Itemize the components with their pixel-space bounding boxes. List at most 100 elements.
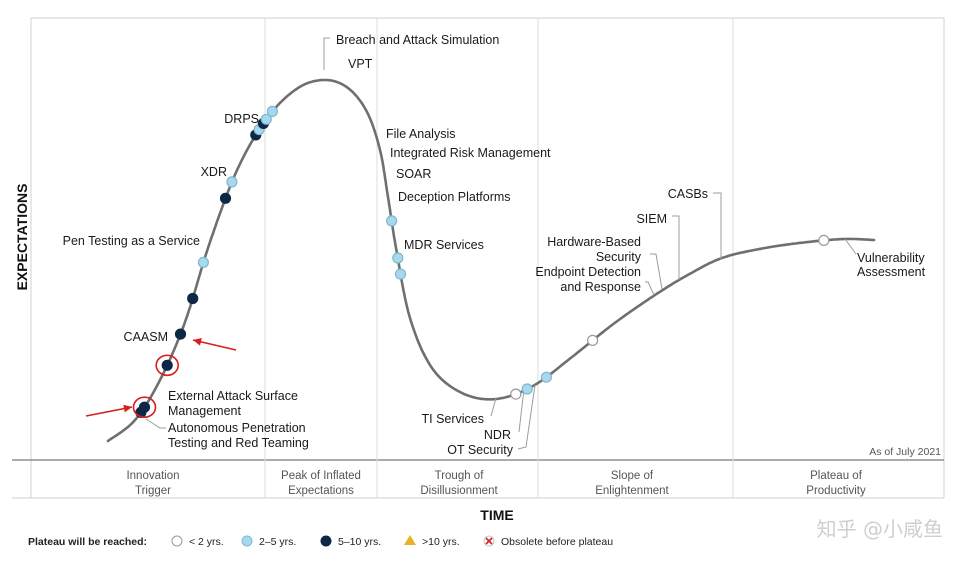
point-hardware-based-security: [521, 383, 533, 395]
legend-marker-lt2: [171, 535, 183, 547]
point-external-attack-surface-management: [138, 401, 151, 413]
point-drps: [197, 256, 209, 268]
phase-label-line: Enlightenment: [595, 485, 669, 497]
label-line: Hardware-Based: [547, 235, 641, 249]
legend-marker-5to10: [320, 535, 332, 547]
label-hardware-based-security: Hardware-Based Security: [547, 235, 642, 264]
label-line: XDR: [201, 165, 227, 179]
label-ndr: NDR: [484, 428, 511, 442]
phase-label-line: Plateau of: [810, 470, 863, 482]
label-autonomous-penetration-testing-and-red-teaming: Autonomous Penetration Testing and Red Te…: [168, 421, 309, 450]
x-axis-title: TIME: [480, 507, 513, 523]
label-ti-services: TI Services: [421, 412, 484, 426]
point-xdr: [187, 292, 199, 305]
label-vulnerability-assessment: Vulnerability Assessment: [857, 251, 926, 279]
phase-label-line: Disillusionment: [420, 485, 498, 497]
leader-siem: [672, 215, 680, 280]
hype-curve-path: [106, 78, 876, 443]
label-mdr-services: MDR Services: [404, 238, 484, 252]
phase-label: Peak of Inflated Expectations: [281, 470, 361, 497]
leader-ndr: [518, 388, 525, 433]
phase-label: Plateau of Productivity: [806, 470, 866, 497]
label-line: CASBs: [668, 187, 708, 201]
hype-curve: [106, 78, 876, 443]
label-line: Assessment: [857, 265, 926, 279]
label-line: File Analysis: [386, 127, 455, 141]
point-endpoint-detection-and-response: [510, 388, 522, 400]
point-siem: [540, 371, 553, 383]
label-line: CAASM: [124, 330, 168, 344]
legend-label-2to5: 2–5 yrs.: [259, 536, 296, 548]
label-line: Pen Testing as a Service: [63, 234, 200, 248]
phase-label-line: Productivity: [806, 485, 866, 497]
leader-breach-and-attack-simulation: [323, 37, 330, 70]
arrow-easm-head: [123, 404, 132, 413]
label-line: Autonomous Penetration: [168, 421, 306, 435]
leader-autonomous-penetration-testing-and-red-teaming: [145, 418, 166, 429]
label-line: Integrated Risk Management: [390, 146, 551, 160]
phase-labels: Innovation Trigger Peak of Inflated Expecta…: [126, 470, 866, 497]
legend-marker-obsolete: [483, 535, 495, 547]
as-of-label: As of July 2021: [869, 446, 941, 458]
label-external-attack-surface-management: External Attack Surface Management: [168, 389, 298, 418]
point-vpt: [226, 176, 238, 188]
label-line: SOAR: [396, 167, 431, 181]
legend-marker-2to5: [241, 535, 253, 547]
label-line: OT Security: [447, 443, 514, 457]
highlight-ring-external-attack-surface-management: [132, 396, 157, 419]
label-pen-testing-as-a-service: Pen Testing as a Service: [63, 234, 200, 248]
point-casbs: [586, 334, 599, 346]
leader-ti-services: [490, 397, 497, 417]
point-deception-platforms: [260, 113, 272, 125]
highlight-ring-caasm: [155, 354, 179, 377]
label-line: VPT: [348, 57, 373, 71]
label-line: SIEM: [636, 212, 667, 226]
label-xdr: XDR: [201, 165, 227, 179]
watermark: 知乎 @小咸鱼: [817, 517, 943, 541]
label-endpoint-detection-and-response: Endpoint Detection and Response: [535, 265, 641, 294]
phase-label-line: Peak of Inflated: [281, 470, 361, 482]
legend-label-obsolete: Obsolete before plateau: [501, 536, 613, 548]
label-line: and Response: [560, 280, 641, 294]
point-ndr: [392, 252, 404, 264]
legend-marker-gt10: [404, 535, 416, 545]
legend-label-5to10: 5–10 yrs.: [338, 536, 381, 548]
phase-label-line: Slope of: [611, 470, 654, 482]
label-caasm: CAASM: [124, 330, 168, 344]
point-ot-security: [394, 268, 407, 280]
arrow-caasm-head: [193, 338, 202, 346]
label-deception-platforms: Deception Platforms: [398, 190, 511, 204]
phase-label: Trough of Disillusionment: [420, 470, 498, 497]
label-line: External Attack Surface: [168, 389, 298, 403]
point-mdr-services: [266, 105, 278, 118]
phase-label-line: Trigger: [135, 485, 171, 497]
leader-endpoint-detection-and-response: [645, 281, 655, 296]
phase-label: Slope of Enlightenment: [595, 470, 669, 497]
leader-hardware-based-security: [650, 253, 663, 290]
legend: Plateau will be reached: < 2 yrs. 2–5 yrs.…: [28, 535, 613, 548]
y-axis-title: EXPECTATIONS: [14, 184, 30, 291]
legend-label-lt2: < 2 yrs.: [189, 536, 224, 548]
leader-ot-security: [517, 384, 536, 450]
highlight-annotations: [85, 338, 237, 419]
data-points: [135, 105, 830, 418]
leader-casbs: [713, 192, 722, 260]
point-labels: Autonomous Penetration Testing and Red Te…: [63, 33, 926, 457]
label-breach-and-attack-simulation: Breach and Attack Simulation: [336, 33, 499, 47]
point-ti-services: [386, 215, 398, 227]
label-drps: DRPS: [224, 112, 259, 126]
label-line: Management: [168, 404, 241, 418]
point-caasm: [161, 359, 173, 371]
phase-label-line: Expectations: [288, 485, 354, 497]
label-line: DRPS: [224, 112, 259, 126]
phase-label: Innovation Trigger: [126, 470, 179, 497]
label-line: Deception Platforms: [398, 190, 511, 204]
label-line: Breach and Attack Simulation: [336, 33, 499, 47]
phase-label-line: Trough of: [435, 470, 485, 482]
leader-lines: [145, 37, 857, 450]
label-casbs: CASBs: [668, 187, 708, 201]
label-file-analysis: File Analysis: [386, 127, 455, 141]
point-pen-testing-as-a-service: [174, 328, 187, 340]
label-line: NDR: [484, 428, 511, 442]
